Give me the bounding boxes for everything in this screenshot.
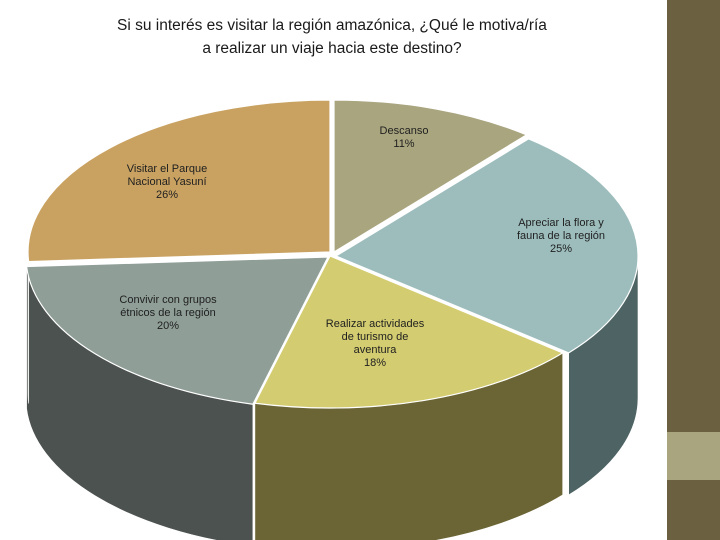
slice-label-line-1-0: Apreciar la flora y: [518, 217, 604, 229]
pie-sides: [26, 251, 639, 540]
sidebar-color-bar: [667, 0, 720, 540]
slice-value-2: 18%: [364, 357, 386, 369]
slice-label-0: Descanso 11%: [380, 125, 429, 150]
slice-value-3: 20%: [157, 320, 179, 332]
slice-label-line-2-1: de turismo de: [342, 331, 409, 343]
slice-value-0: 11%: [393, 138, 414, 150]
slice-label-line-1-1: fauna de la región: [517, 230, 605, 242]
pie-slice-4: [27, 99, 331, 263]
slice-label-line-0-0: Descanso: [380, 125, 429, 137]
pie-tops: [25, 99, 639, 409]
sidebar-block-middle: [667, 432, 720, 480]
chart-title-line-1: Si su interés es visitar la región amazó…: [117, 17, 547, 34]
slice-label-line-3-1: étnicos de la región: [120, 307, 215, 319]
slice-label-line-4-1: Nacional Yasuní: [127, 176, 206, 188]
slice-label-4: Visitar el Parque Nacional Yasuní 26%: [127, 163, 208, 201]
slice-label-3: Convivir con grupos étnicos de la región 2…: [119, 294, 217, 332]
slice-label-line-4-0: Visitar el Parque: [127, 163, 208, 175]
pie-slice-1: [334, 138, 639, 354]
chart-title-line-2: a realizar un viaje hacia este destino?: [202, 40, 462, 57]
sidebar-block-top: [667, 0, 720, 432]
slice-label-line-2-0: Realizar actividades: [326, 318, 425, 330]
chart-title: Si su interés es visitar la región amazó…: [0, 14, 664, 60]
pie-slice-3: [25, 256, 329, 405]
slice-label-2: Realizar actividades de turismo de aventur…: [326, 318, 425, 369]
slice-label-1: Apreciar la flora y fauna de la región 25%: [517, 217, 605, 255]
pie-labels: Descanso 11% Apreciar la flora y fauna de l…: [119, 125, 605, 369]
slice-value-4: 26%: [156, 189, 178, 201]
pie-slice-0: [333, 99, 528, 254]
sidebar-block-bottom: [667, 480, 720, 540]
slice-label-line-3-0: Convivir con grupos: [119, 294, 217, 306]
pie-slice-2: [253, 255, 565, 409]
slice-value-1: 25%: [550, 243, 572, 255]
slice-label-line-2-2: aventura: [354, 344, 398, 356]
